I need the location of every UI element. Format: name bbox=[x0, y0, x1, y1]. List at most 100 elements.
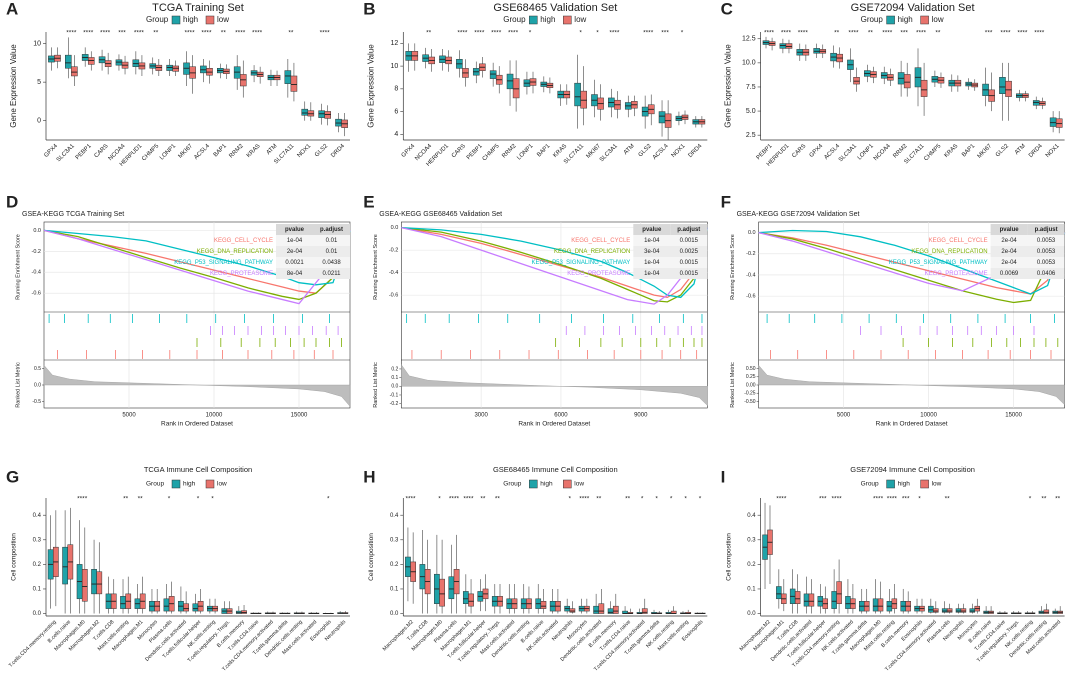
table-header: p.adjust bbox=[1035, 227, 1058, 233]
metric-tick-label: 0.0 bbox=[391, 384, 398, 390]
chart-title: GSE68465 Immune Cell Composition bbox=[493, 465, 618, 474]
chart-title: GSE68465 Validation Set bbox=[493, 2, 617, 14]
significance: *** bbox=[985, 30, 993, 37]
table-cell: 1e-04 bbox=[287, 238, 303, 244]
box bbox=[489, 70, 497, 79]
table-header: pvalue bbox=[1000, 227, 1020, 233]
y-tick-label: 0.1 bbox=[390, 587, 399, 593]
box bbox=[776, 586, 782, 600]
significance: * bbox=[684, 496, 687, 503]
enrichment-line bbox=[43, 229, 351, 305]
x-tick-label: ATM bbox=[623, 143, 636, 156]
legend-label: KEGG_DNA_REPLICATION bbox=[197, 249, 273, 255]
box bbox=[1043, 609, 1050, 614]
y-tick-label: 0.2 bbox=[747, 562, 756, 568]
x-tick-label: DRD4 bbox=[330, 143, 346, 159]
box bbox=[836, 581, 842, 604]
y-tick-label: 0.0 bbox=[33, 228, 41, 234]
legend-key bbox=[205, 479, 215, 489]
significance: * bbox=[569, 496, 572, 503]
enrichment-line bbox=[43, 229, 351, 301]
box bbox=[301, 108, 309, 116]
legend-label: low bbox=[574, 15, 586, 24]
legend-label: low bbox=[574, 481, 584, 488]
x-tick-label: RRM2 bbox=[228, 143, 245, 160]
legend-label: high bbox=[183, 481, 196, 488]
table-row bbox=[276, 268, 350, 279]
legend-label: KEGG_CELL_CYCLE bbox=[929, 238, 988, 244]
legend-label: KEGG_PROTEASOME bbox=[567, 271, 630, 277]
significance: **** bbox=[848, 30, 859, 37]
box bbox=[506, 73, 514, 90]
x-tick-label: MKI67 bbox=[178, 143, 195, 160]
x-tick-label: CHMP5 bbox=[141, 143, 161, 163]
x-tick-label: 5000 bbox=[122, 413, 136, 419]
table-cell: 0.0438 bbox=[322, 260, 341, 266]
box bbox=[845, 596, 851, 609]
table-row bbox=[990, 246, 1065, 257]
table-row bbox=[990, 235, 1065, 246]
legend-title: Group bbox=[503, 15, 526, 24]
x-tick-label: 10000 bbox=[206, 413, 223, 419]
table-cell: 0.0211 bbox=[323, 271, 342, 277]
table-cell: 1e-04 bbox=[644, 238, 660, 244]
table-cell: 0.0053 bbox=[1037, 238, 1056, 244]
y-axis-label: Gene Expression Value bbox=[366, 44, 375, 128]
x-axis-label: Rank in Ordered Dataset bbox=[876, 421, 948, 428]
table-row bbox=[633, 246, 708, 257]
significance: * bbox=[596, 30, 599, 37]
legend-title: Group bbox=[861, 15, 884, 24]
significance: * bbox=[699, 496, 702, 503]
y-tick-label: -0.4 bbox=[746, 272, 755, 278]
x-tick-label: CHMP5 bbox=[923, 143, 943, 163]
metric-tick-label: 0.25 bbox=[746, 374, 756, 380]
panel-label: F bbox=[721, 192, 731, 211]
y-tick-label: 2.5 bbox=[746, 132, 756, 139]
table-row bbox=[276, 257, 350, 268]
significance: ** bbox=[1055, 496, 1061, 503]
box bbox=[779, 43, 787, 49]
significance: * bbox=[579, 30, 582, 37]
legend-key bbox=[563, 479, 572, 489]
x-axis-label: Rank in Ordered Dataset bbox=[518, 421, 590, 428]
y-tick-label: 0.2 bbox=[33, 562, 42, 568]
box bbox=[999, 77, 1006, 94]
x-tick-label: BAP1 bbox=[536, 143, 552, 159]
legend-label: low bbox=[932, 15, 944, 24]
x-tick-label: BAP1 bbox=[213, 143, 229, 159]
y-tick-label: 10.0 bbox=[742, 60, 756, 67]
significance: **** bbox=[474, 30, 485, 37]
y-axis-label: Running Enrichment Score bbox=[15, 234, 21, 300]
table-row bbox=[633, 257, 708, 268]
significance: **** bbox=[449, 496, 460, 503]
significance: ** bbox=[123, 496, 129, 503]
table-cell: 0.0015 bbox=[680, 260, 699, 266]
significance: **** bbox=[1000, 30, 1011, 37]
box bbox=[853, 77, 860, 85]
y-tick-label: -0.4 bbox=[389, 270, 398, 276]
significance: ** bbox=[625, 496, 631, 503]
y-tick-label: 6 bbox=[394, 108, 398, 115]
legend-label: KEGG_DNA_REPLICATION bbox=[554, 249, 630, 255]
table-row bbox=[633, 268, 708, 279]
table-row bbox=[276, 235, 350, 246]
significance: **** bbox=[457, 30, 468, 37]
x-tick-label: LONP1 bbox=[159, 143, 178, 162]
legend-key bbox=[529, 15, 538, 25]
x-tick-label: GLS2 bbox=[638, 143, 654, 159]
y-tick-label: 0.1 bbox=[747, 587, 756, 593]
legend-key bbox=[529, 479, 538, 489]
table-cell: 2e-04 bbox=[287, 249, 303, 255]
metric-tick-label: 0.5 bbox=[34, 366, 41, 372]
legend-key bbox=[886, 15, 895, 25]
y-tick-label: -0.6 bbox=[389, 293, 398, 299]
legend-key bbox=[171, 479, 181, 489]
legend-label: KEGG_DNA_REPLICATION bbox=[911, 249, 987, 255]
x-tick-label: MKI67 bbox=[977, 143, 994, 160]
box bbox=[598, 603, 605, 614]
x-tick-label: KRAS bbox=[552, 143, 568, 159]
legend-label: high bbox=[898, 15, 913, 24]
legend-key bbox=[205, 15, 215, 25]
x-tick-label: ATM bbox=[266, 143, 279, 156]
